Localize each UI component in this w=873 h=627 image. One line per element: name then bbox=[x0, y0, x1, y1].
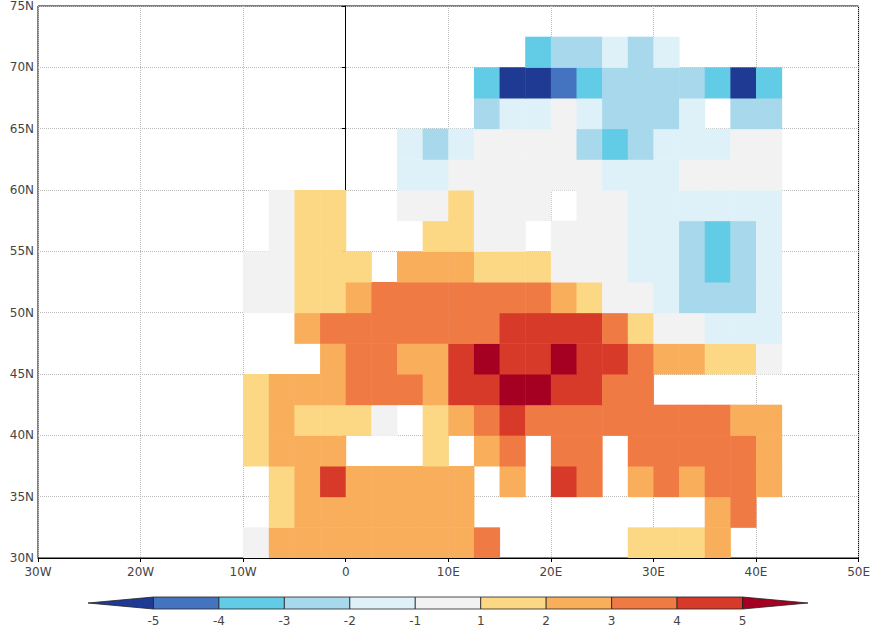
svg-text:3: 3 bbox=[608, 614, 616, 627]
svg-text:70N: 70N bbox=[10, 60, 34, 74]
svg-text:4: 4 bbox=[673, 614, 681, 627]
svg-text:65N: 65N bbox=[10, 122, 34, 136]
svg-text:2: 2 bbox=[542, 614, 550, 627]
svg-text:10W: 10W bbox=[230, 565, 257, 579]
svg-text:30W: 30W bbox=[24, 565, 51, 579]
svg-text:30E: 30E bbox=[642, 565, 665, 579]
svg-text:35N: 35N bbox=[10, 490, 34, 504]
svg-text:40E: 40E bbox=[745, 565, 768, 579]
svg-text:60N: 60N bbox=[10, 183, 34, 197]
svg-text:55N: 55N bbox=[10, 244, 34, 258]
svg-text:45N: 45N bbox=[10, 367, 34, 381]
svg-text:50N: 50N bbox=[10, 306, 34, 320]
svg-text:75N: 75N bbox=[10, 0, 34, 13]
svg-text:-4: -4 bbox=[213, 614, 225, 627]
svg-text:0: 0 bbox=[342, 565, 350, 579]
svg-text:1: 1 bbox=[477, 614, 485, 627]
svg-text:40N: 40N bbox=[10, 428, 34, 442]
svg-text:-2: -2 bbox=[344, 614, 356, 627]
svg-text:20E: 20E bbox=[539, 565, 562, 579]
svg-text:-3: -3 bbox=[278, 614, 290, 627]
svg-text:-5: -5 bbox=[147, 614, 159, 627]
svg-text:-1: -1 bbox=[409, 614, 421, 627]
svg-text:30N: 30N bbox=[10, 551, 34, 565]
svg-text:5: 5 bbox=[739, 614, 747, 627]
svg-text:10E: 10E bbox=[437, 565, 460, 579]
svg-text:50E: 50E bbox=[847, 565, 870, 579]
svg-text:20W: 20W bbox=[127, 565, 154, 579]
